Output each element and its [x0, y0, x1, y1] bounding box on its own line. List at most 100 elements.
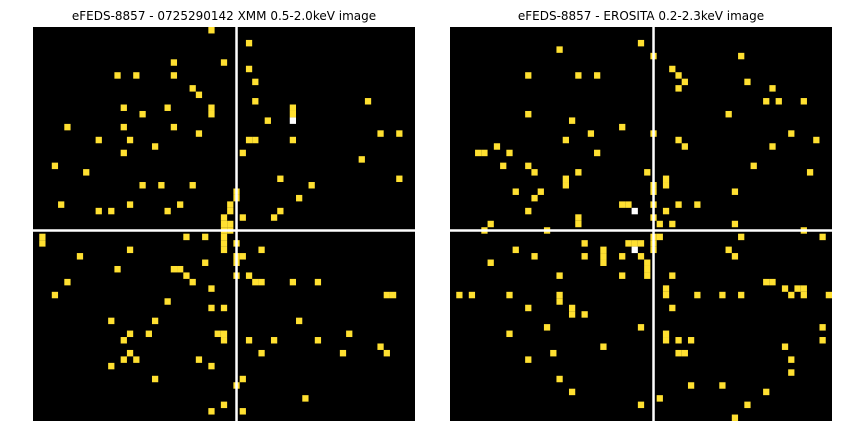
photon-pixel	[731, 253, 739, 260]
photon-pixel	[126, 349, 134, 357]
photon-pixel	[619, 123, 626, 131]
photon-pixel	[675, 337, 682, 344]
photon-pixel	[76, 253, 84, 260]
photon-pixel	[738, 291, 745, 299]
photon-pixel	[637, 39, 645, 47]
photon-pixel	[568, 117, 576, 124]
photon-pixel	[506, 291, 513, 299]
photon-pixel	[769, 278, 776, 286]
photon-pixel	[302, 395, 309, 402]
photon-pixel	[258, 349, 265, 357]
photon-pixel	[289, 110, 297, 118]
photon-pixel	[769, 143, 776, 150]
photon-pixel	[675, 201, 682, 208]
photon-pixel	[662, 175, 670, 183]
photon-pixel	[396, 175, 403, 183]
photon-pixel	[195, 356, 203, 363]
photon-pixel	[208, 285, 215, 292]
photon-pixel	[245, 136, 253, 144]
photon-pixel	[556, 291, 563, 299]
photon-pixel	[681, 78, 688, 86]
photon-pixel	[239, 408, 246, 415]
photon-pixel	[487, 259, 494, 266]
photon-pixel	[644, 169, 651, 176]
photon-pixel	[170, 123, 178, 131]
photon-pixel	[208, 27, 215, 34]
photon-pixel	[108, 317, 115, 325]
photon-pixel	[364, 98, 372, 105]
photon-pixel	[314, 278, 322, 286]
photon-pixel	[731, 220, 739, 228]
photon-pixel	[108, 207, 115, 215]
photon-pixel	[164, 104, 171, 111]
photon-pixel	[245, 65, 253, 73]
photon-pixel	[170, 59, 178, 66]
photon-pixel	[95, 136, 102, 144]
photon-pixel	[631, 240, 638, 247]
photon-pixel	[556, 272, 563, 279]
photon-pixel	[202, 233, 209, 241]
photon-pixel	[252, 78, 259, 86]
photon-pixel	[252, 278, 259, 286]
photon-pixel	[493, 143, 501, 150]
photon-pixel	[58, 201, 65, 208]
photon-pixel	[662, 337, 670, 344]
photon-pixel	[120, 123, 127, 131]
photon-pixel	[644, 259, 651, 266]
photon-pixel	[763, 98, 770, 105]
photon-pixel	[151, 375, 159, 383]
photon-pixel	[227, 220, 234, 228]
photon-pixel	[183, 272, 190, 279]
photon-pixel	[675, 72, 682, 79]
photon-pixel	[220, 214, 228, 221]
photon-pixel	[581, 240, 588, 247]
photon-pixel	[208, 408, 215, 415]
chart-title-xmm: eFEDS-8857 - 0725290142 XMM 0.5-2.0keV i…	[71, 9, 377, 23]
photon-pixel	[662, 330, 670, 338]
photon-pixel	[625, 201, 632, 208]
photon-pixel	[562, 182, 569, 189]
photon-pixel	[788, 369, 795, 376]
photon-pixel	[806, 169, 814, 176]
photon-pixel	[120, 104, 127, 111]
photon-pixel	[556, 375, 563, 383]
photon-pixel	[252, 136, 259, 144]
photon-pixel	[177, 265, 184, 273]
photon-pixel	[575, 214, 582, 221]
photon-pixel	[800, 285, 807, 292]
photon-pixel	[556, 46, 563, 53]
bright-pixel	[289, 117, 297, 124]
photon-pixel	[669, 65, 676, 73]
photon-pixel	[377, 343, 384, 350]
photon-pixel	[220, 304, 228, 312]
photon-pixel	[600, 259, 607, 266]
photon-pixel	[195, 130, 203, 137]
photon-pixel	[600, 246, 607, 254]
photon-pixel	[581, 253, 588, 260]
photon-pixel	[568, 388, 576, 396]
photon-pixel	[270, 214, 278, 221]
photon-pixel	[550, 349, 557, 357]
photon-pixel	[358, 156, 365, 163]
photon-pixel	[788, 356, 795, 363]
photon-pixel	[481, 149, 488, 157]
chart-title-erosita: eFEDS-8857 - EROSITA 0.2-2.3keV image	[517, 9, 765, 23]
photon-pixel	[600, 253, 607, 260]
photon-pixel	[133, 356, 140, 363]
photon-pixel	[51, 291, 59, 299]
photon-pixel	[506, 149, 513, 157]
photon-pixel	[738, 233, 745, 241]
photon-pixel	[669, 272, 676, 279]
photon-pixel	[681, 143, 688, 150]
photon-pixel	[120, 337, 127, 344]
photon-pixel	[819, 233, 826, 241]
photon-pixel	[270, 337, 278, 344]
photon-pixel	[258, 278, 265, 286]
photon-pixel	[170, 72, 178, 79]
photon-pixel	[108, 362, 115, 370]
photon-pixel	[662, 291, 670, 299]
photon-pixel	[625, 240, 632, 247]
photon-pixel	[151, 143, 159, 150]
photon-pixel	[202, 259, 209, 266]
photon-pixel	[208, 110, 215, 118]
